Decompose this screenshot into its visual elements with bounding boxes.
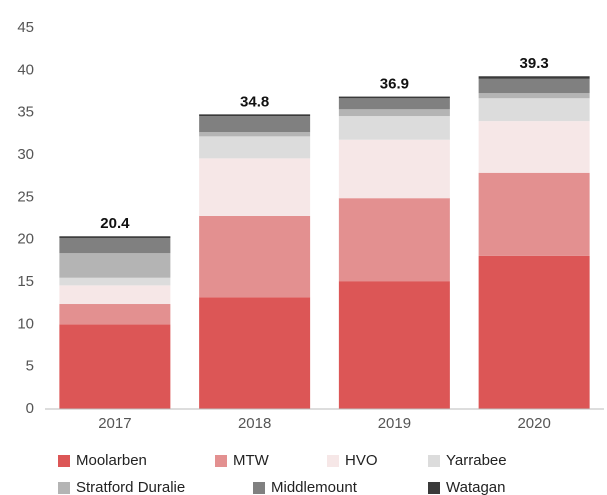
bar-segment <box>338 109 450 117</box>
bar-segment <box>338 139 450 199</box>
legend-swatch <box>215 455 227 467</box>
bar-segment <box>59 237 171 254</box>
y-tick-label: 40 <box>17 61 34 78</box>
total-label: 39.3 <box>520 55 549 72</box>
bar-segment <box>199 116 311 133</box>
total-label: 20.4 <box>100 215 130 232</box>
bar-segment <box>59 236 171 238</box>
legend-label: Moolarben <box>76 452 147 469</box>
bar-segment <box>478 78 590 94</box>
legend-label: Yarrabee <box>446 452 507 469</box>
bar-segment <box>199 297 311 409</box>
bar-segment <box>478 98 590 122</box>
bar-segment <box>338 116 450 140</box>
x-tick-label: 2019 <box>378 415 411 432</box>
y-tick-label: 20 <box>17 231 34 248</box>
legend-swatch <box>327 455 339 467</box>
legend-label: MTW <box>233 452 270 469</box>
bar-segment <box>478 76 590 79</box>
y-tick-label: 0 <box>26 400 34 417</box>
bar-segment <box>478 255 590 409</box>
bar-segment <box>478 121 590 173</box>
total-label: 36.9 <box>380 76 409 93</box>
y-tick-label: 35 <box>17 104 34 121</box>
x-tick-label: 2020 <box>517 415 550 432</box>
bar-segment <box>59 285 171 305</box>
bar-segment <box>338 281 450 409</box>
legend-swatch <box>428 482 440 494</box>
legend-swatch <box>58 455 70 467</box>
legend-label: Middlemount <box>271 479 358 495</box>
legend-swatch <box>58 482 70 494</box>
y-tick-label: 25 <box>17 188 34 205</box>
legend-label: Watagan <box>446 479 505 495</box>
y-tick-label: 10 <box>17 315 34 332</box>
y-tick-label: 45 <box>17 19 34 36</box>
legend-swatch <box>253 482 265 494</box>
legend-label: HVO <box>345 452 378 469</box>
legend-swatch <box>428 455 440 467</box>
bar-segment <box>199 132 311 137</box>
legend-label: Stratford Duralie <box>76 479 185 495</box>
total-label: 34.8 <box>240 93 269 110</box>
y-tick-label: 15 <box>17 273 34 290</box>
bar-segment <box>59 253 171 278</box>
bar-segment <box>338 98 450 110</box>
y-tick-label: 30 <box>17 146 34 163</box>
bar-segment <box>478 93 590 99</box>
bar-segment <box>199 215 311 298</box>
bar-segment <box>59 304 171 325</box>
y-tick-label: 5 <box>26 358 34 375</box>
bar-segment <box>338 198 450 282</box>
bar-segment <box>199 158 311 216</box>
bar-segment <box>478 172 590 256</box>
x-tick-label: 2018 <box>238 415 271 432</box>
bar-segment <box>59 277 171 286</box>
bar-segment <box>199 114 311 117</box>
bar-segment <box>59 324 171 409</box>
x-tick-label: 2017 <box>98 415 131 432</box>
bar-segment <box>338 96 450 99</box>
bar-segment <box>199 136 311 159</box>
